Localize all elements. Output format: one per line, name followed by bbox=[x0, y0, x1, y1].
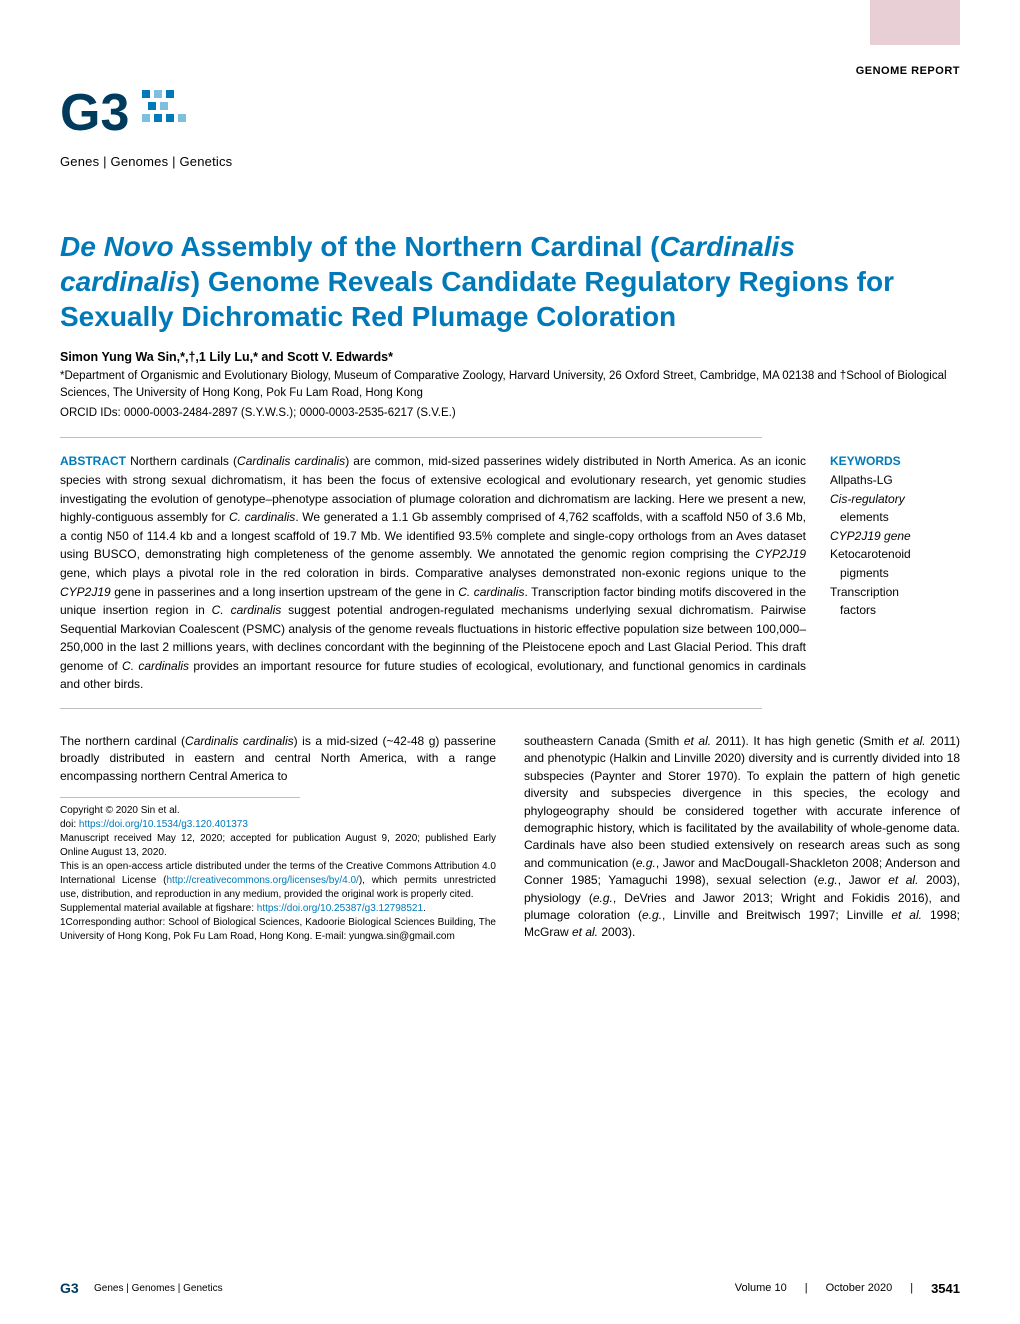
keyword-item: elements bbox=[830, 508, 960, 527]
supplemental-text: Supplemental material available at figsh… bbox=[60, 902, 496, 916]
affiliations: *Department of Organismic and Evolutiona… bbox=[60, 368, 960, 401]
authors: Simon Yung Wa Sin,*,†,1 Lily Lu,* and Sc… bbox=[60, 350, 960, 364]
footer-logo: G3 Genes | Genomes | Genetics bbox=[60, 1280, 223, 1296]
page-footer: G3 Genes | Genomes | Genetics Volume 10 … bbox=[60, 1280, 960, 1296]
svg-text:G3: G3 bbox=[60, 84, 129, 142]
body-paragraph: southeastern Canada (Smith et al. 2011).… bbox=[524, 733, 960, 942]
logo-tagline: Genes | Genomes | Genetics bbox=[60, 154, 960, 169]
copyright-notice: Copyright © 2020 Sin et al. bbox=[60, 804, 496, 818]
keyword-item: factors bbox=[830, 601, 960, 620]
keyword-item: CYP2J19 gene bbox=[830, 527, 960, 546]
keyword-item: pigments bbox=[830, 564, 960, 583]
doi-line: doi: https://doi.org/10.1534/g3.120.4013… bbox=[60, 818, 496, 832]
keyword-item: Cis-regulatory bbox=[830, 490, 960, 509]
body-columns: The northern cardinal (Cardinalis cardin… bbox=[60, 733, 960, 944]
supplemental-link[interactable]: https://doi.org/10.25387/g3.12798521 bbox=[257, 903, 423, 914]
abstract-text: ABSTRACT Northern cardinals (Cardinalis … bbox=[60, 452, 806, 694]
manuscript-dates: Manuscript received May 12, 2020; accept… bbox=[60, 832, 496, 860]
abstract-label: ABSTRACT bbox=[60, 454, 126, 468]
doi-link[interactable]: https://doi.org/10.1534/g3.120.401373 bbox=[79, 819, 248, 830]
keywords-label: KEYWORDS bbox=[830, 452, 960, 471]
article-title: De Novo Assembly of the Northern Cardina… bbox=[60, 229, 920, 334]
page-number: 3541 bbox=[931, 1281, 960, 1296]
orcid-ids: ORCID IDs: 0000-0003-2484-2897 (S.Y.W.S.… bbox=[60, 407, 960, 419]
keyword-item: Allpaths-LG bbox=[830, 471, 960, 490]
body-column-left: The northern cardinal (Cardinalis cardin… bbox=[60, 733, 496, 944]
license-text: This is an open-access article distribut… bbox=[60, 860, 496, 902]
footer-date: October 2020 bbox=[826, 1282, 893, 1294]
footer-separator: | bbox=[910, 1282, 913, 1294]
g3-logo-icon: G3 bbox=[60, 80, 220, 150]
keywords-section: KEYWORDS Allpaths-LGCis-regulatoryelemen… bbox=[830, 452, 960, 694]
divider bbox=[60, 708, 762, 709]
corresponding-author: 1Corresponding author: School of Biologi… bbox=[60, 916, 496, 944]
footnote-divider bbox=[60, 797, 300, 798]
abstract-section: ABSTRACT Northern cardinals (Cardinalis … bbox=[60, 452, 960, 694]
journal-logo: G3 Genes | Genomes | Genetics bbox=[60, 80, 960, 169]
footer-separator: | bbox=[805, 1282, 808, 1294]
footer-logo-text: Genes | Genomes | Genetics bbox=[94, 1283, 223, 1294]
divider bbox=[60, 437, 762, 438]
footer-volume: Volume 10 bbox=[735, 1282, 787, 1294]
body-column-right: southeastern Canada (Smith et al. 2011).… bbox=[524, 733, 960, 944]
keyword-item: Ketocarotenoid bbox=[830, 545, 960, 564]
license-link[interactable]: http://creativecommons.org/licenses/by/4… bbox=[167, 875, 359, 886]
keyword-item: Transcription bbox=[830, 583, 960, 602]
category-label: GENOME REPORT bbox=[856, 65, 960, 77]
body-paragraph: The northern cardinal (Cardinalis cardin… bbox=[60, 733, 496, 785]
g3-footer-icon: G3 bbox=[60, 1280, 88, 1296]
header-badge bbox=[870, 0, 960, 45]
footnotes: Copyright © 2020 Sin et al. doi: https:/… bbox=[60, 804, 496, 944]
footer-right: Volume 10 | October 2020 | 3541 bbox=[735, 1281, 960, 1296]
svg-text:G3: G3 bbox=[60, 1280, 79, 1296]
